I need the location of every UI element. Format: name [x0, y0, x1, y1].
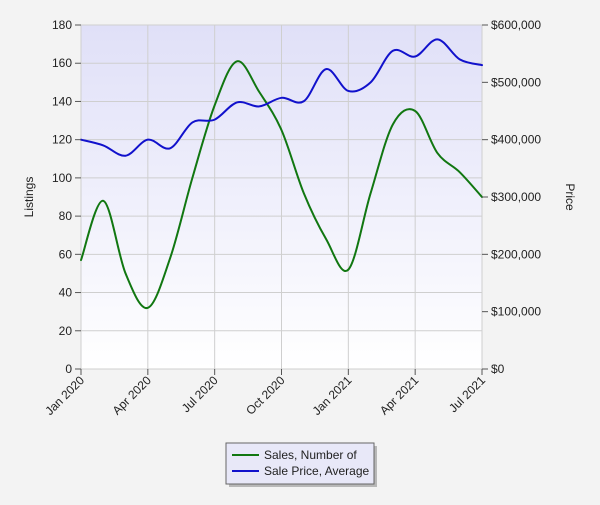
left-axis-ticks: 0 20 40 60 80 100 120 140 160 180 — [52, 18, 81, 376]
x-axis-ticks: Jan 2020 Apr 2020 Jul 2020 Oct 2020 Jan 2021… — [42, 369, 488, 418]
x-tick-label: Jul 2021 — [446, 373, 488, 415]
left-tick-label: 40 — [59, 286, 73, 300]
x-tick-label: Jan 2021 — [310, 373, 355, 418]
right-tick-label: $100,000 — [491, 305, 541, 319]
x-tick-label: Apr 2020 — [110, 373, 155, 418]
left-tick-label: 180 — [52, 18, 72, 32]
left-tick-label: 0 — [65, 362, 72, 376]
right-tick-label: $200,000 — [491, 247, 541, 261]
right-tick-label: $0 — [491, 362, 505, 376]
left-tick-label: 60 — [59, 247, 73, 261]
legend: Sales, Number of Sale Price, Average — [225, 442, 377, 487]
x-tick-label: Jul 2020 — [179, 373, 221, 415]
y-axis-right-title: Price — [563, 183, 577, 211]
left-tick-label: 120 — [52, 133, 72, 147]
x-tick-label: Apr 2021 — [377, 373, 422, 418]
left-tick-label: 80 — [59, 209, 73, 223]
left-tick-label: 140 — [52, 94, 72, 108]
left-tick-label: 20 — [59, 324, 73, 338]
series-line-price — [80, 38, 483, 157]
x-tick-label: Oct 2020 — [243, 373, 288, 418]
right-tick-label: $500,000 — [491, 75, 541, 89]
series-line-sales — [80, 60, 483, 309]
left-tick-label: 160 — [52, 56, 72, 70]
x-tick-label: Jan 2020 — [42, 373, 87, 418]
series-lines — [80, 38, 483, 309]
right-tick-label: $600,000 — [491, 18, 541, 32]
left-tick-label: 100 — [52, 171, 72, 185]
right-tick-label: $300,000 — [491, 190, 541, 204]
y-axis-left-title: Listings — [22, 177, 36, 218]
right-axis-ticks: $0 $100,000 $200,000 $300,000 $400,000 $500,0… — [482, 18, 541, 376]
legend-label-price: Sale Price, Average — [264, 464, 370, 478]
right-tick-label: $400,000 — [491, 133, 541, 147]
legend-box — [225, 442, 375, 485]
legend-label-sales: Sales, Number of — [264, 448, 357, 462]
